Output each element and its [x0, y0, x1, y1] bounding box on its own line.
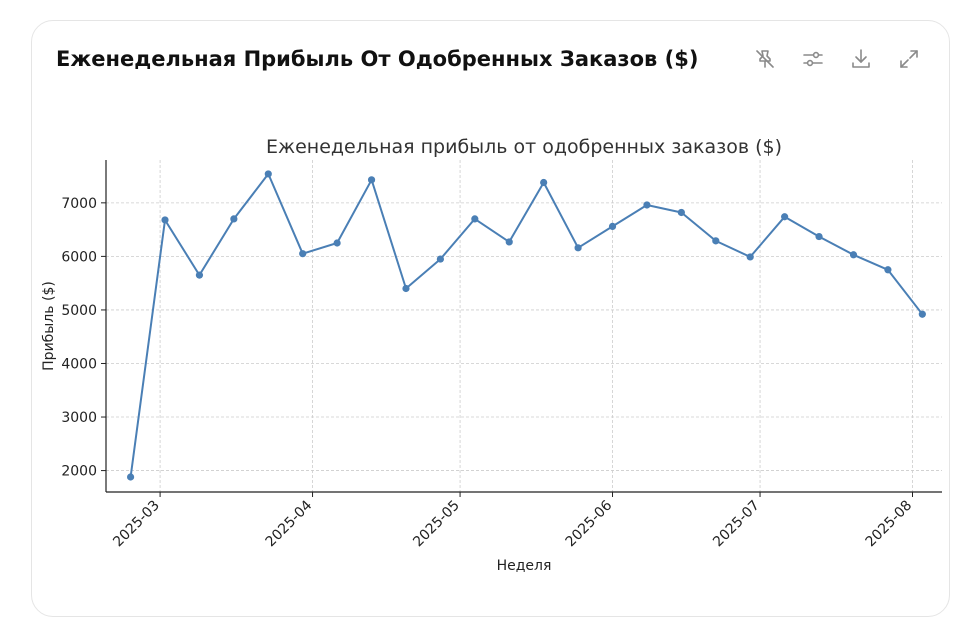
data-point [540, 178, 548, 187]
data-point [608, 222, 617, 230]
data-point [746, 253, 754, 261]
data-point [161, 216, 169, 224]
y-tick-label: 4000 [61, 356, 97, 372]
data-point [333, 239, 341, 247]
expand-icon [900, 50, 918, 68]
sliders-icon [803, 51, 823, 67]
unpin-button[interactable] [751, 45, 779, 73]
data-point [712, 237, 720, 245]
series [126, 170, 926, 481]
data-point [918, 310, 926, 318]
data-point [849, 251, 858, 259]
data-point [815, 232, 823, 241]
x-tick-label: 2025-04 [263, 497, 316, 550]
grid [106, 160, 942, 492]
data-point [195, 271, 204, 279]
y-tick-label: 3000 [61, 410, 97, 426]
y-tick-label: 5000 [61, 303, 97, 319]
y-axis-label: Прибыль ($) [41, 281, 57, 371]
data-point [264, 170, 272, 178]
download-button[interactable] [847, 45, 875, 73]
x-tick-label: 2025-05 [410, 498, 463, 551]
x-tick-label: 2025-03 [110, 498, 163, 551]
x-axis-label: Неделя [497, 558, 552, 574]
series-line [129, 172, 924, 478]
axes: 2000 3000 4000 5000 6000 7000 2025-03 2025-04 20… [61, 160, 942, 550]
y-tick-label: 7000 [61, 196, 97, 212]
pin-off-icon [756, 50, 774, 68]
data-point [781, 213, 789, 221]
filter-settings-button[interactable] [799, 45, 827, 73]
data-point [471, 215, 479, 223]
card-title: Еженедельная Прибыль От Одобренных Заказ… [56, 47, 699, 71]
chart-card: Еженедельная Прибыль От Одобренных Заказ… [31, 20, 950, 617]
expand-button[interactable] [895, 45, 923, 73]
x-tick-label: 2025-08 [863, 498, 916, 551]
data-point [643, 201, 651, 209]
chart-toolbar [751, 45, 923, 73]
x-tick-label: 2025-07 [710, 498, 763, 551]
data-point [677, 208, 685, 217]
data-point [299, 250, 307, 258]
data-point [367, 176, 376, 184]
y-tick-label: 2000 [61, 464, 97, 480]
data-point [402, 284, 410, 293]
data-point [230, 215, 238, 223]
data-point [574, 244, 582, 252]
download-icon [852, 49, 870, 68]
data-point [505, 238, 513, 246]
data-point [126, 473, 135, 481]
data-point [884, 266, 892, 274]
data-point [436, 255, 444, 263]
chart-title: Еженедельная прибыль от одобренных заказ… [266, 136, 782, 158]
x-tick-label: 2025-06 [563, 497, 616, 550]
y-tick-label: 6000 [61, 249, 97, 265]
